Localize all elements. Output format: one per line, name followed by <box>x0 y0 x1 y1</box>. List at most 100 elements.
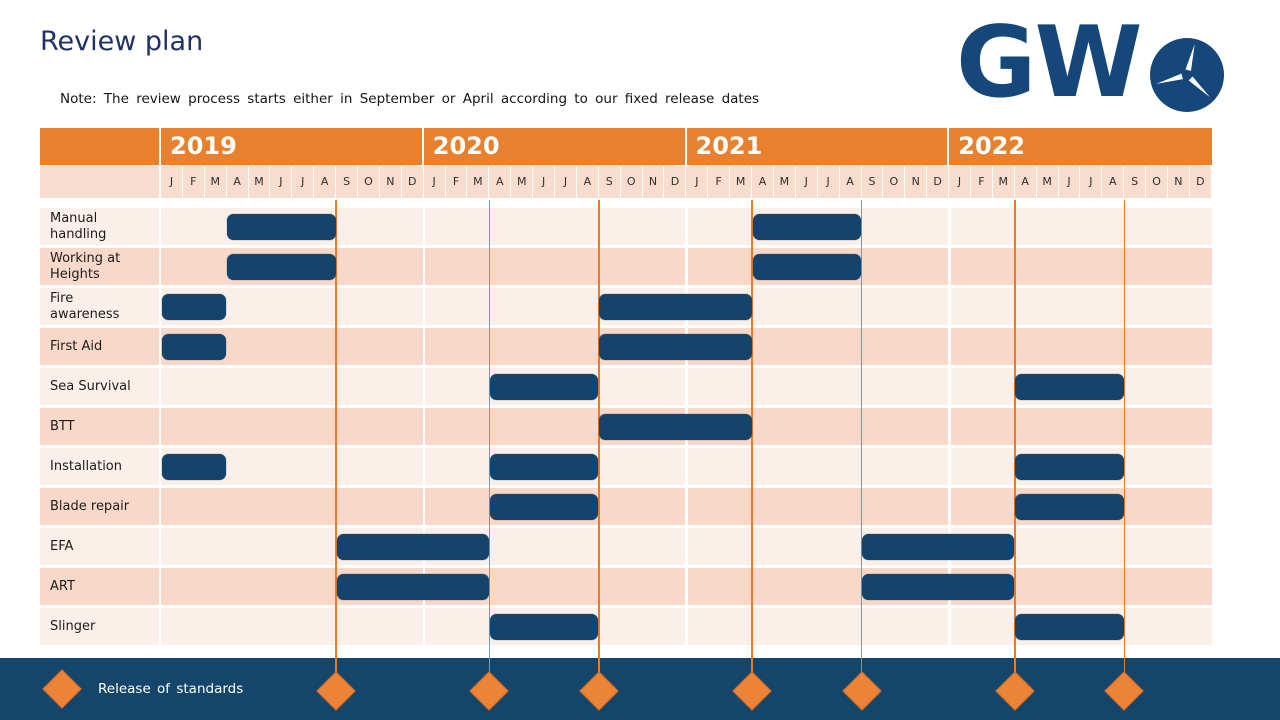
gantt-bar <box>489 453 599 480</box>
month-header-cell: O <box>358 166 380 198</box>
month-header-cell: F <box>970 166 993 198</box>
month-header-cell: J <box>270 166 293 198</box>
table-row: ART <box>40 568 1212 605</box>
year-separator <box>948 408 951 445</box>
month-header-cell: A <box>1014 166 1037 198</box>
month-header-cell: A <box>576 166 599 198</box>
year-header-cell: 2021 <box>686 128 950 165</box>
month-header-cell: S <box>1124 166 1147 198</box>
year-separator <box>422 208 425 245</box>
year-separator <box>422 448 425 485</box>
month-header-cell: M <box>1036 166 1059 198</box>
gantt-bar <box>489 613 599 640</box>
month-header-cell: O <box>883 166 906 198</box>
gantt-bar <box>227 213 336 240</box>
month-header-cell: M <box>204 166 227 198</box>
year-separator <box>422 408 425 445</box>
month-header-cell: D <box>401 166 424 198</box>
year-header-spacer <box>40 128 159 165</box>
row-timeline <box>161 528 1212 565</box>
row-timeline <box>161 288 1212 325</box>
gantt-bar <box>599 293 752 320</box>
month-header-cell: M <box>773 166 796 198</box>
month-header-cell: O <box>1146 166 1168 198</box>
month-header-cell: M <box>511 166 534 198</box>
month-header-cell: N <box>1167 166 1190 198</box>
month-header-cell: F <box>708 166 731 198</box>
year-separator <box>948 608 951 645</box>
month-header-cell: N <box>642 166 665 198</box>
table-row: Installation <box>40 448 1212 485</box>
release-line <box>1123 200 1126 692</box>
table-row: Slinger <box>40 608 1212 645</box>
year-separator <box>422 608 425 645</box>
year-header-cell: 2019 <box>161 128 424 165</box>
release-line <box>598 200 600 692</box>
release-line <box>751 200 753 692</box>
table-row: Fire awareness <box>40 288 1212 325</box>
row-label: Fire awareness <box>40 288 159 325</box>
gantt-bar <box>599 413 752 440</box>
month-header-cell: J <box>686 166 709 198</box>
table-row: Sea Survival <box>40 368 1212 405</box>
gantt-bar <box>489 373 599 400</box>
month-header-cell: N <box>379 166 402 198</box>
note-text: Note: The review process starts either i… <box>60 91 760 107</box>
row-label: Slinger <box>40 608 159 645</box>
year-separator <box>948 208 951 245</box>
year-separator <box>685 608 688 645</box>
wind-turbine-icon <box>1150 38 1224 112</box>
row-timeline <box>161 488 1212 525</box>
month-header-cell: A <box>226 166 249 198</box>
year-separator <box>422 288 425 325</box>
row-timeline <box>161 408 1212 445</box>
row-label: ART <box>40 568 159 605</box>
release-diamond-icon <box>42 669 82 709</box>
month-header-cell: J <box>1080 166 1103 198</box>
row-timeline <box>161 608 1212 645</box>
year-separator <box>685 368 688 405</box>
gantt-bar <box>161 333 227 360</box>
month-header-cell: M <box>730 166 753 198</box>
row-timeline <box>161 328 1212 365</box>
page-title: Review plan <box>40 26 204 57</box>
month-header-cell: J <box>161 166 183 198</box>
month-header-cell: N <box>905 166 928 198</box>
gantt-bar <box>336 573 489 600</box>
row-label: Blade repair <box>40 488 159 525</box>
gantt-bar <box>1015 613 1124 640</box>
year-separator <box>948 328 951 365</box>
gantt-bar <box>599 333 752 360</box>
month-header-cell: A <box>752 166 774 198</box>
gantt-bar <box>752 213 862 240</box>
gantt-bar <box>227 253 336 280</box>
release-line <box>488 200 491 692</box>
month-header-cell: A <box>839 166 862 198</box>
month-header-cell: O <box>620 166 643 198</box>
year-header-row: 2019 2020 2021 2022 <box>40 128 1212 165</box>
gantt-bar <box>1015 373 1124 400</box>
month-header-cell: S <box>598 166 621 198</box>
review-gantt-chart: 2019 2020 2021 2022 J F M A M J J A S O N D J F M A M J J A S O N D… <box>40 128 1212 692</box>
month-header-cell: J <box>555 166 577 198</box>
row-timeline <box>161 368 1212 405</box>
table-row: Working at Heights <box>40 248 1212 285</box>
legend-label: Release of standards <box>98 681 244 697</box>
row-label: Manual handling <box>40 208 159 245</box>
row-label: Working at Heights <box>40 248 159 285</box>
month-header-cell: D <box>1189 166 1212 198</box>
gantt-bar <box>1015 453 1124 480</box>
row-label: EFA <box>40 528 159 565</box>
gantt-bar <box>862 573 1015 600</box>
table-row: Blade repair <box>40 488 1212 525</box>
year-header-cell: 2020 <box>423 128 687 165</box>
year-separator <box>948 448 951 485</box>
month-header-cell: D <box>664 166 687 198</box>
row-label: Sea Survival <box>40 368 159 405</box>
gantt-bar <box>336 533 489 560</box>
month-header-cell: F <box>182 166 205 198</box>
month-header-cell: M <box>992 166 1015 198</box>
year-separator <box>685 568 688 605</box>
